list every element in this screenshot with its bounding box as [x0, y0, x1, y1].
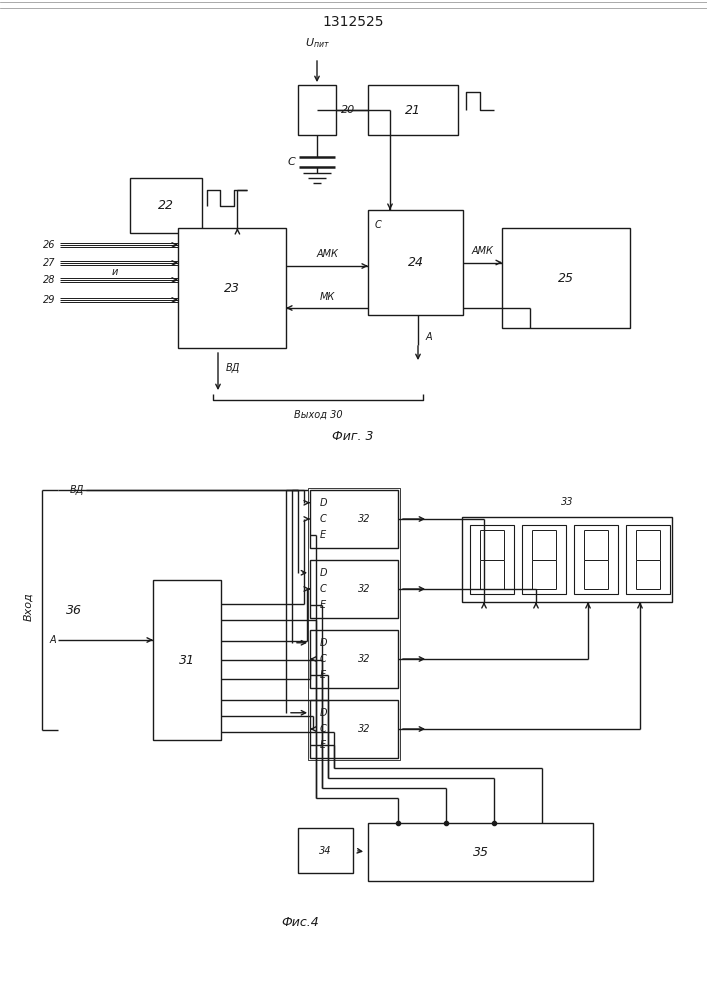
Bar — [462, 517, 672, 602]
Bar — [308, 488, 400, 760]
Text: 28: 28 — [42, 275, 55, 285]
Text: C: C — [320, 584, 327, 594]
Text: А: А — [426, 332, 433, 342]
Bar — [178, 228, 286, 348]
Text: 29: 29 — [42, 295, 55, 305]
Text: 24: 24 — [407, 256, 423, 269]
Text: C: C — [320, 654, 327, 664]
Text: C: C — [320, 724, 327, 734]
Text: С: С — [287, 157, 295, 167]
Bar — [522, 525, 566, 594]
Text: ВД: ВД — [226, 363, 240, 373]
Text: D: D — [320, 498, 327, 508]
Bar — [574, 525, 618, 594]
Text: E: E — [320, 600, 326, 610]
Text: 32: 32 — [358, 654, 370, 664]
Text: 23: 23 — [224, 282, 240, 294]
Bar — [298, 828, 353, 873]
Text: ВД: ВД — [70, 485, 84, 495]
Bar — [502, 228, 630, 328]
Text: 34: 34 — [320, 846, 332, 856]
Text: и: и — [112, 267, 118, 277]
Text: 32: 32 — [358, 724, 370, 734]
Text: МК: МК — [320, 292, 334, 302]
Bar — [130, 178, 202, 233]
Text: 20: 20 — [341, 105, 355, 115]
Text: 21: 21 — [405, 104, 421, 116]
Text: 36: 36 — [66, 603, 82, 616]
Text: D: D — [320, 708, 327, 718]
Text: Вход: Вход — [23, 593, 33, 621]
Text: 1312525: 1312525 — [322, 15, 384, 29]
Text: 32: 32 — [358, 584, 370, 594]
Text: АМК: АМК — [316, 249, 338, 259]
Text: 26: 26 — [42, 240, 55, 250]
Text: А: А — [49, 635, 56, 645]
Text: $U_{пит}$: $U_{пит}$ — [305, 36, 329, 50]
Text: 25: 25 — [558, 271, 574, 284]
Text: 35: 35 — [472, 846, 489, 858]
Text: D: D — [320, 568, 327, 578]
Text: Фиг. 3: Фиг. 3 — [332, 430, 374, 443]
Bar — [153, 580, 221, 740]
Bar — [470, 525, 514, 594]
Text: С: С — [375, 220, 382, 230]
Bar — [368, 823, 593, 881]
Text: D: D — [320, 638, 327, 648]
Text: E: E — [320, 530, 326, 540]
Bar — [310, 630, 398, 688]
Bar — [310, 490, 398, 548]
Text: C: C — [320, 514, 327, 524]
Text: 27: 27 — [42, 258, 55, 268]
Text: 32: 32 — [358, 514, 370, 524]
Bar — [368, 210, 463, 315]
Text: E: E — [320, 740, 326, 750]
Bar — [298, 85, 336, 135]
Text: АМК: АМК — [472, 245, 493, 255]
Text: 31: 31 — [179, 654, 195, 666]
Bar — [626, 525, 670, 594]
Text: E: E — [320, 670, 326, 680]
Bar — [310, 700, 398, 758]
Bar — [368, 85, 458, 135]
Text: 33: 33 — [561, 497, 573, 507]
Text: Фис.4: Фис.4 — [281, 916, 319, 929]
Text: 22: 22 — [158, 199, 174, 212]
Bar — [310, 560, 398, 618]
Text: Выход 30: Выход 30 — [293, 410, 342, 420]
